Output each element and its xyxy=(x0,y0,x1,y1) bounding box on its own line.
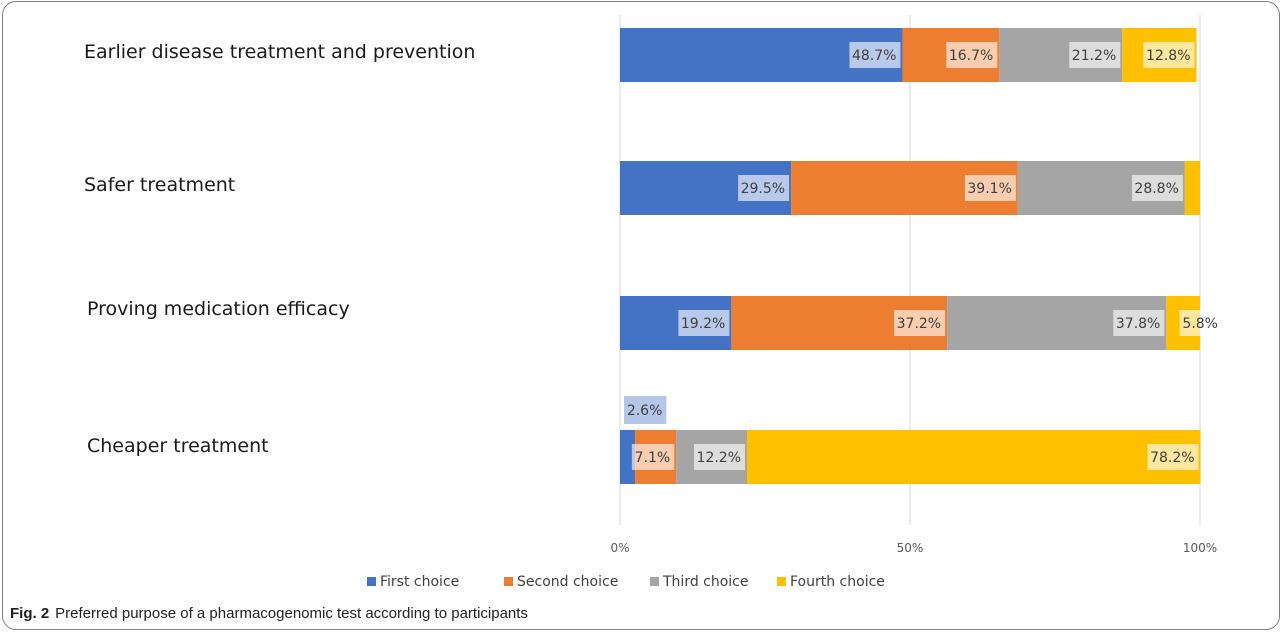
data-label: 2.6% xyxy=(624,396,667,424)
data-label: 28.8% xyxy=(1131,175,1183,201)
data-label-box xyxy=(964,175,1016,201)
legend-item: First choice xyxy=(367,574,459,590)
data-label: 7.1% xyxy=(631,444,675,470)
data-label-box xyxy=(678,310,730,336)
data-label-box xyxy=(1113,310,1165,336)
legend-label: Third choice xyxy=(662,574,749,590)
bar-segment xyxy=(747,430,1201,484)
category-label: Cheaper treatment xyxy=(87,435,269,457)
legend-item: Fourth choice xyxy=(777,574,885,590)
data-label-text: 29.5% xyxy=(741,181,785,197)
data-label: 12.8% xyxy=(1143,42,1195,68)
data-label: 21.2% xyxy=(1069,42,1121,68)
data-label-box xyxy=(624,396,667,424)
legend-swatch xyxy=(650,577,659,586)
legend-label: Fourth choice xyxy=(790,574,885,590)
category-label: Earlier disease treatment and prevention xyxy=(84,41,475,63)
data-label: 29.5% xyxy=(738,175,790,201)
legend-label: Second choice xyxy=(517,574,618,590)
data-label-text: 78.2% xyxy=(1150,450,1194,466)
data-label-box xyxy=(738,175,790,201)
legend-swatch xyxy=(367,577,376,586)
data-label-box xyxy=(1179,310,1222,336)
legend-item: Third choice xyxy=(650,574,749,590)
data-label-text: 37.8% xyxy=(1116,316,1160,332)
legend-item: Second choice xyxy=(504,574,618,590)
legend-label: First choice xyxy=(380,574,459,590)
data-label-text: 28.8% xyxy=(1134,181,1178,197)
category-label: Proving medication efficacy xyxy=(87,298,350,320)
data-label: 12.2% xyxy=(694,444,746,470)
data-label-text: 19.2% xyxy=(681,316,725,332)
figure-caption: Fig. 2 Preferred purpose of a pharmacogen… xyxy=(10,605,528,622)
data-label: 48.7% xyxy=(849,42,901,68)
legend-swatch xyxy=(504,577,513,586)
caption-text: Preferred purpose of a pharmacogenomic t… xyxy=(55,605,528,622)
x-tick-label: 0% xyxy=(610,541,629,555)
data-label: 39.1% xyxy=(964,175,1016,201)
data-label-text: 37.2% xyxy=(897,316,941,332)
data-label: 37.2% xyxy=(894,310,946,336)
data-label-box xyxy=(1147,444,1199,470)
data-label-text: 12.2% xyxy=(697,450,741,466)
data-label-text: 39.1% xyxy=(967,181,1011,197)
data-label-text: 48.7% xyxy=(852,48,896,64)
data-label: 16.7% xyxy=(946,42,998,68)
data-label-box xyxy=(1131,175,1183,201)
data-label: 19.2% xyxy=(678,310,730,336)
data-label-text: 21.2% xyxy=(1072,48,1116,64)
data-label-box xyxy=(1143,42,1195,68)
data-label: 78.2% xyxy=(1147,444,1199,470)
x-tick-label: 50% xyxy=(897,541,924,555)
data-label-box xyxy=(1069,42,1121,68)
bar-segment xyxy=(1184,161,1200,215)
data-label-box xyxy=(894,310,946,336)
data-label-box xyxy=(946,42,998,68)
caption-prefix: Fig. 2 xyxy=(10,605,50,622)
category-label: Safer treatment xyxy=(84,174,235,196)
data-label: 5.8% xyxy=(1179,310,1222,336)
bar-segment xyxy=(620,430,636,484)
data-label: 37.8% xyxy=(1113,310,1165,336)
x-tick-label: 100% xyxy=(1183,541,1217,555)
data-label-box xyxy=(694,444,746,470)
data-label-text: 16.7% xyxy=(949,48,993,64)
data-label-text: 5.8% xyxy=(1182,316,1218,332)
legend-swatch xyxy=(777,577,786,586)
data-label-box xyxy=(849,42,901,68)
data-label-text: 7.1% xyxy=(635,450,671,466)
data-label-text: 12.8% xyxy=(1146,48,1190,64)
data-label-box xyxy=(631,444,675,470)
data-label-text: 2.6% xyxy=(627,403,663,419)
